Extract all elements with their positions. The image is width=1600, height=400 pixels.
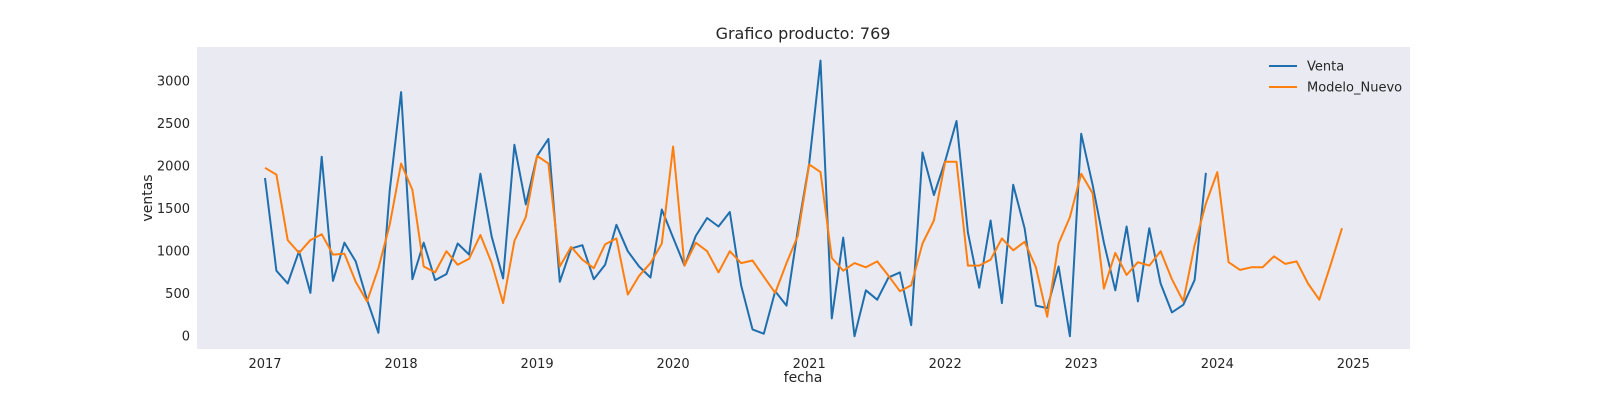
chart-title: Grafico producto: 769 — [716, 24, 891, 43]
x-tick-label: 2020 — [657, 357, 690, 372]
y-tick-label: 2500 — [157, 117, 190, 132]
series-layer — [264, 59, 1343, 338]
x-tick-label: 2021 — [793, 357, 826, 372]
x-tick-label: 2019 — [521, 357, 554, 372]
x-tick-label: 2022 — [929, 357, 962, 372]
y-tick-label: 3000 — [157, 75, 190, 90]
legend-label: Modelo_Nuevo — [1307, 81, 1402, 96]
x-tick-label: 2025 — [1337, 357, 1370, 372]
legend-label: Venta — [1307, 60, 1344, 75]
x-tick-label: 2017 — [248, 357, 281, 372]
x-axis: 2017 2018 2019 2020 2021 2022 2023 2024 2025 — [248, 357, 1369, 372]
y-axis-label: ventas — [140, 174, 156, 221]
y-tick-label: 1500 — [157, 202, 190, 217]
y-tick-label: 1000 — [157, 245, 190, 260]
series-line-modelo-nuevo — [264, 145, 1343, 318]
y-tick-label: 500 — [165, 287, 190, 302]
x-tick-label: 2018 — [385, 357, 418, 372]
y-tick-label: 0 — [182, 330, 190, 345]
x-tick-label: 2024 — [1201, 357, 1234, 372]
y-axis: 0 500 1000 1500 2000 2500 3000 — [157, 75, 190, 345]
y-tick-label: 2000 — [157, 160, 190, 175]
legend: Venta Modelo_Nuevo — [1269, 60, 1402, 96]
x-tick-label: 2023 — [1065, 357, 1098, 372]
x-axis-label: fecha — [784, 370, 823, 386]
